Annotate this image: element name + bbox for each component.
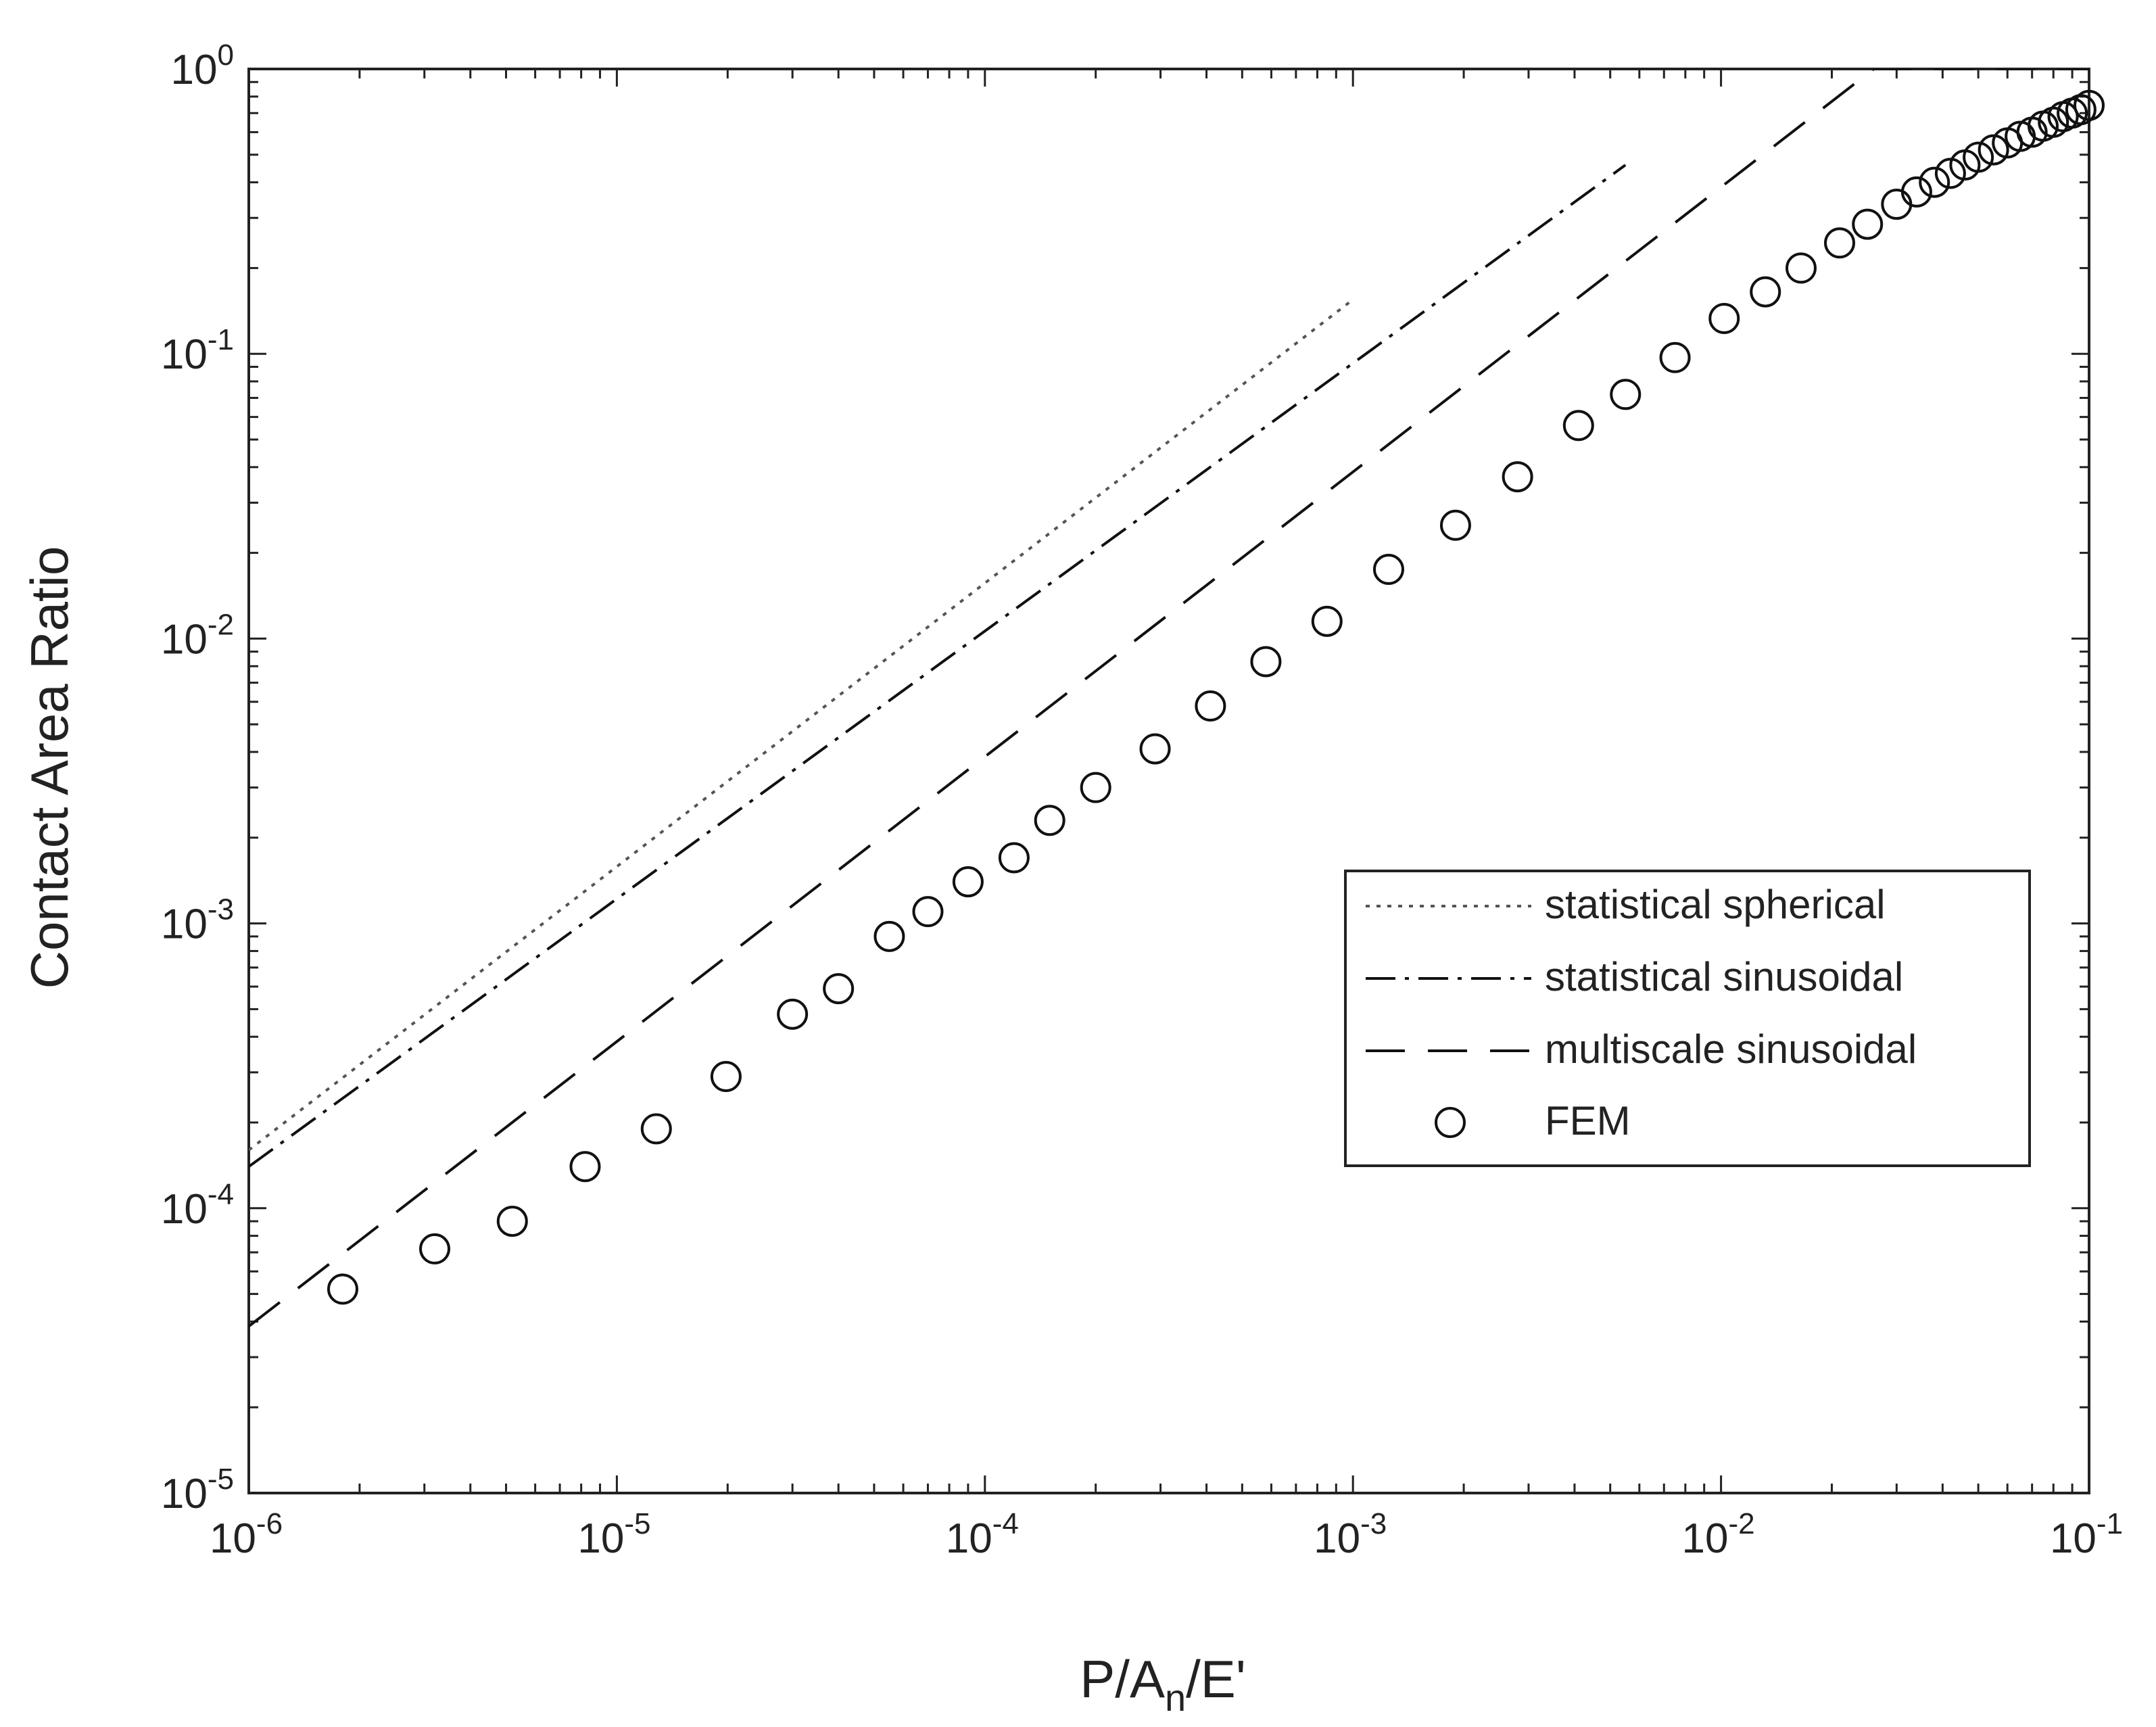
x-tick-label: 10-5 xyxy=(577,1507,650,1562)
fem-data-point xyxy=(640,1113,672,1145)
fem-data-point xyxy=(496,1206,528,1237)
legend-swatch-fem xyxy=(1435,1107,1466,1138)
x-tick-label-base: 10 xyxy=(577,1515,624,1562)
x-tick-label: 10-1 xyxy=(2050,1507,2123,1562)
y-tick-label: 10-4 xyxy=(161,1178,234,1233)
y-tick-label: 10-3 xyxy=(161,893,234,948)
axis-tick-labels: 10-6 10-5 10-4 10-3 10-2 10-110-510-410-310-2… xyxy=(161,39,2123,1562)
plot-series xyxy=(249,69,2105,1327)
fem-data-point xyxy=(1659,341,1691,373)
y-tick-label-exponent: -5 xyxy=(208,1463,234,1496)
fem-data-point xyxy=(952,866,984,898)
fem-data-point xyxy=(1708,303,1740,335)
fem-data-point xyxy=(2074,89,2105,121)
fem-data-point xyxy=(998,842,1030,874)
legend-label-fem: FEM xyxy=(1545,1098,1631,1143)
x-axis-label-subscript: n xyxy=(1165,1676,1186,1719)
y-tick-label-exponent: -2 xyxy=(208,608,234,641)
y-tick-label: 10-1 xyxy=(161,323,234,378)
y-tick-label: 100 xyxy=(171,39,234,93)
fem-data-point xyxy=(1852,208,1884,240)
y-tick-label-exponent: -4 xyxy=(208,1178,234,1211)
x-tick-label: 10-3 xyxy=(1314,1507,1387,1562)
fem-data-point xyxy=(1139,733,1171,765)
series-fem xyxy=(327,89,2105,1305)
x-tick-label: 10-4 xyxy=(946,1507,1019,1562)
fem-data-point xyxy=(1785,252,1817,284)
fem-data-point xyxy=(327,1273,358,1305)
legend-box xyxy=(1344,870,2031,1167)
fem-data-point xyxy=(1978,134,2009,166)
y-tick-label-exponent: -3 xyxy=(208,893,234,926)
series-line-statistical-sinusoidal xyxy=(249,164,1627,1168)
x-tick-label-base: 10 xyxy=(1682,1515,1729,1562)
x-tick-label-base: 10 xyxy=(946,1515,992,1562)
legend-label-statistical-spherical: statistical spherical xyxy=(1545,882,1886,927)
fem-data-point xyxy=(1919,166,1950,198)
x-tick-label-exponent: -1 xyxy=(2097,1507,2123,1540)
x-tick-label: 10-6 xyxy=(210,1507,283,1562)
fem-data-point xyxy=(823,973,855,1005)
fem-data-point xyxy=(873,920,905,952)
y-tick-label-base: 10 xyxy=(161,1186,208,1233)
fem-data-point xyxy=(1934,158,1966,189)
y-axis-label: Contact Area Ratio xyxy=(20,546,79,989)
fem-data-point xyxy=(1824,227,1856,259)
y-tick-label: 10-2 xyxy=(161,608,234,663)
x-tick-label-exponent: -3 xyxy=(1360,1507,1387,1540)
x-tick-label-base: 10 xyxy=(2050,1515,2097,1562)
y-tick-label-base: 10 xyxy=(161,616,208,663)
fem-data-point xyxy=(1610,379,1642,410)
x-axis-label: P/An/E' xyxy=(1080,1649,1245,1719)
fem-data-point xyxy=(419,1233,451,1264)
fem-data-point xyxy=(1439,509,1471,541)
y-tick-label: 10-5 xyxy=(161,1463,234,1517)
fem-data-point xyxy=(1080,772,1111,803)
fem-data-point xyxy=(569,1151,601,1183)
y-tick-label-exponent: -1 xyxy=(208,323,234,356)
fem-data-point xyxy=(777,998,809,1030)
series-line-multiscale-sinusoidal xyxy=(249,69,2089,1327)
y-tick-label-base: 10 xyxy=(161,901,208,948)
fem-data-point xyxy=(1195,690,1226,722)
legend-label-multiscale-sinusoidal: multiscale sinusoidal xyxy=(1545,1026,1917,1072)
fem-data-point xyxy=(1963,141,1994,173)
x-tick-label-exponent: -5 xyxy=(624,1507,650,1540)
axis-ticks xyxy=(247,68,2090,1494)
x-tick-label-exponent: -2 xyxy=(1729,1507,1755,1540)
x-tick-label: 10-2 xyxy=(1682,1507,1755,1562)
fem-data-point xyxy=(1900,176,1932,208)
fem-data-point xyxy=(1250,646,1282,678)
x-tick-label-exponent: -6 xyxy=(256,1507,283,1540)
legend: statistical spherical statistical sinusoi… xyxy=(1344,870,2031,1167)
y-tick-label-base: 10 xyxy=(161,1471,208,1517)
series-line-statistical-spherical xyxy=(249,298,1354,1152)
fem-data-point xyxy=(710,1061,742,1093)
x-tick-label-exponent: -4 xyxy=(992,1507,1019,1540)
x-tick-label-base: 10 xyxy=(210,1515,256,1562)
y-tick-label-base: 10 xyxy=(161,331,208,378)
x-axis-label-base: P/A xyxy=(1080,1649,1165,1709)
fem-data-point xyxy=(1502,461,1533,493)
y-tick-label-base: 10 xyxy=(171,47,218,93)
fem-data-point xyxy=(1311,605,1343,637)
fem-data-point xyxy=(1562,410,1594,442)
fem-data-point xyxy=(1034,805,1065,836)
legend-label-statistical-sinusoidal: statistical sinusoidal xyxy=(1545,954,1903,999)
fem-data-point xyxy=(1372,554,1404,586)
fem-data-point xyxy=(1750,276,1781,308)
y-tick-label-exponent: 0 xyxy=(218,39,234,72)
fem-data-point xyxy=(912,896,944,928)
x-tick-label-base: 10 xyxy=(1314,1515,1360,1562)
plot-area-frame xyxy=(247,68,2090,1494)
x-axis-label-tail: /E' xyxy=(1186,1649,1246,1709)
